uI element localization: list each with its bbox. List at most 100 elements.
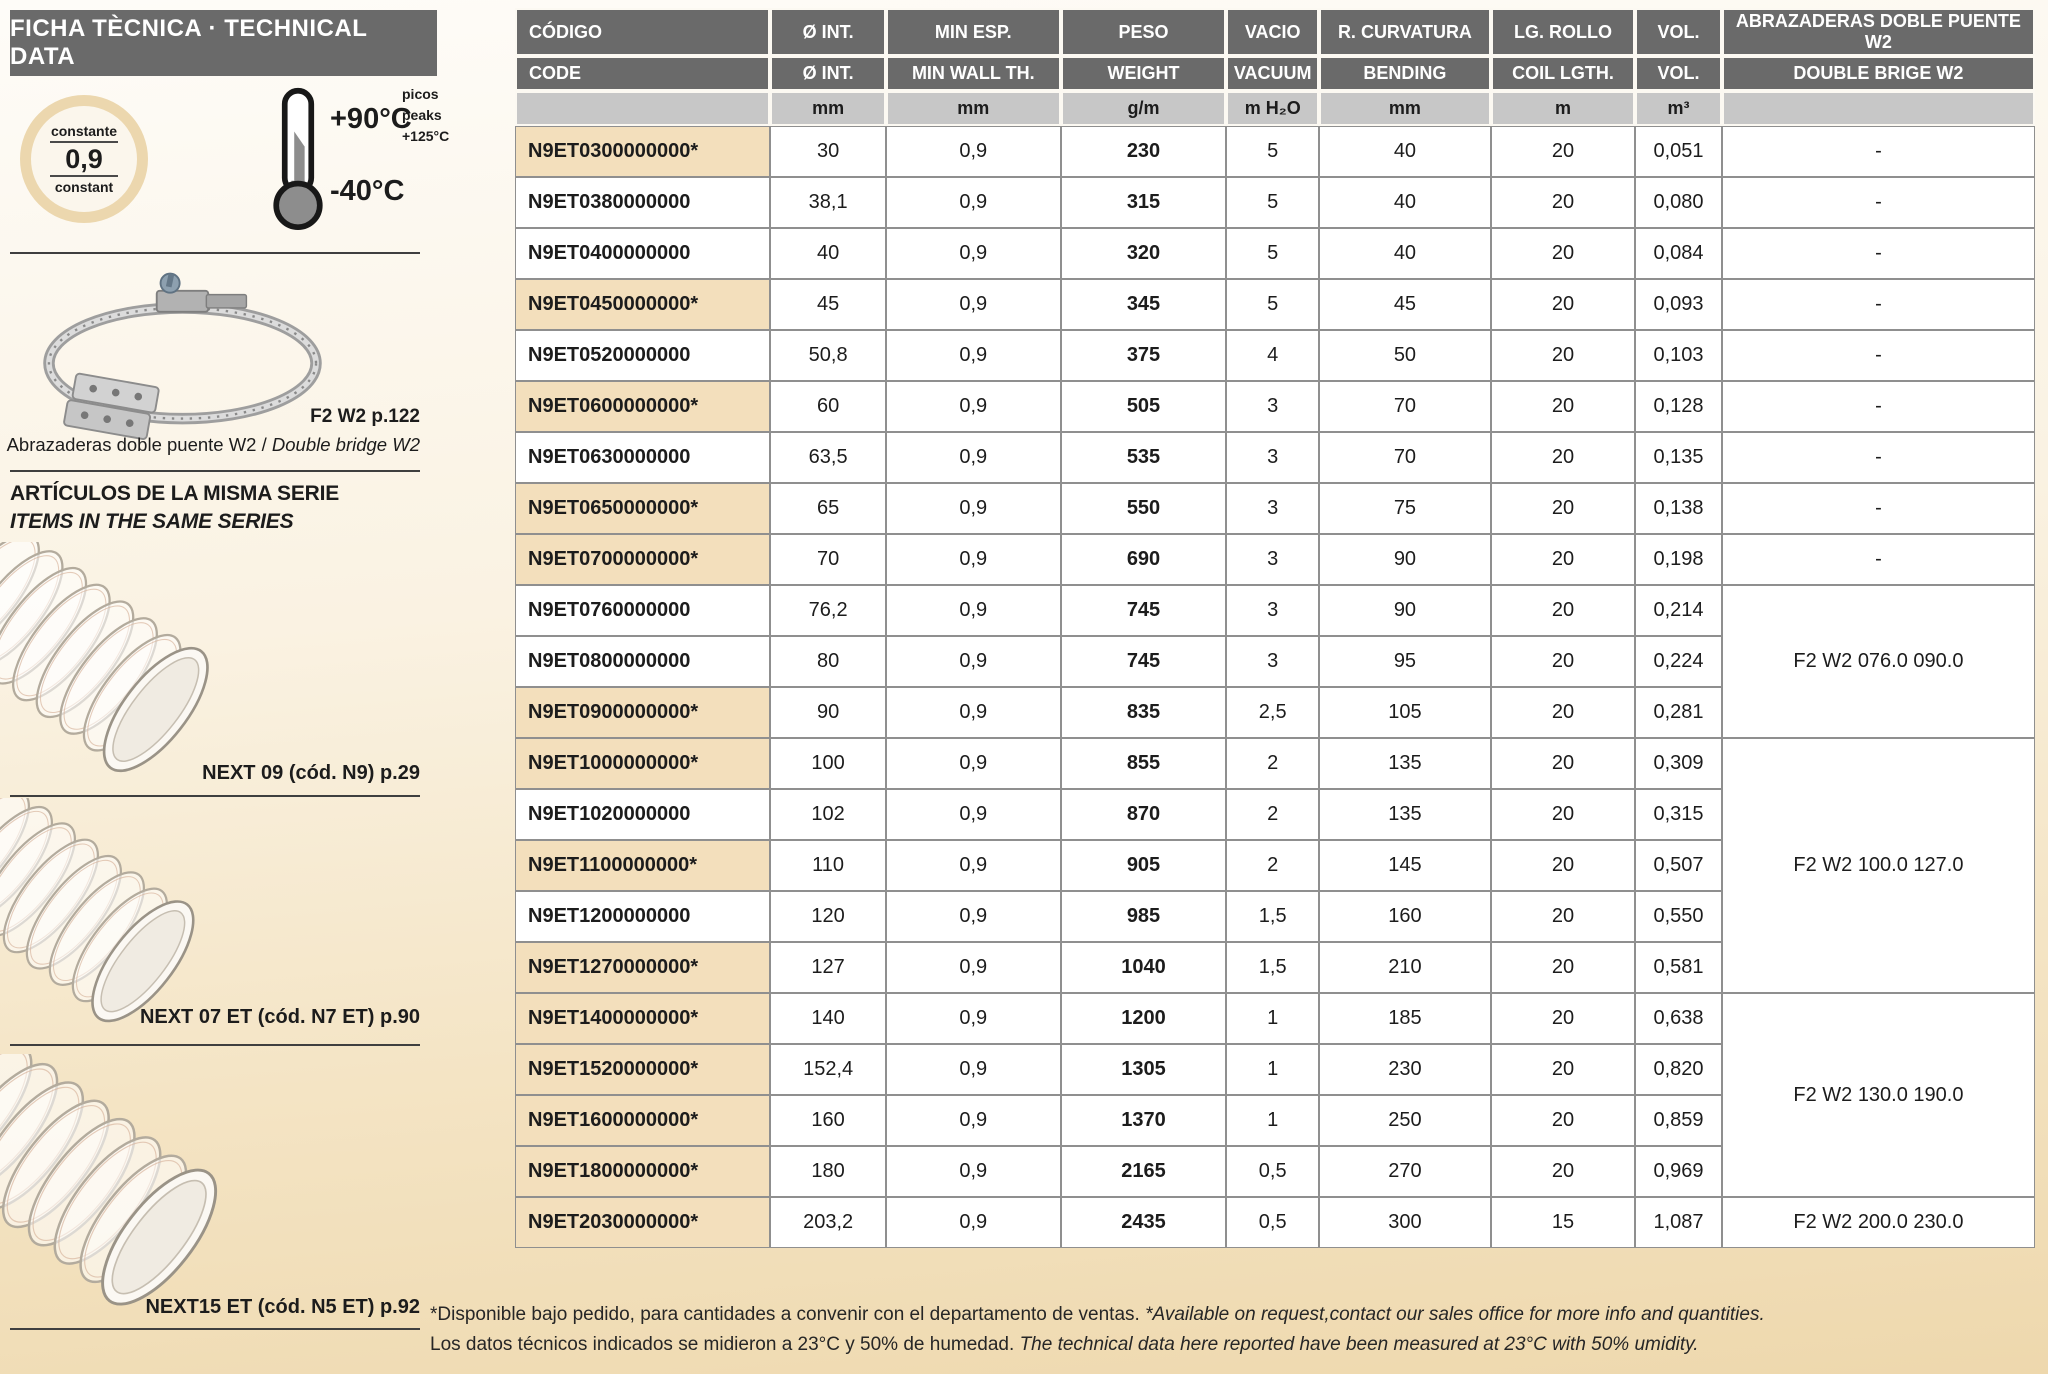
cell-inner-diameter: 120 — [770, 891, 886, 942]
cell-code: N9ET1600000000* — [515, 1095, 771, 1146]
cell-bending-radius: 45 — [1319, 279, 1491, 330]
badge-label-en: constant — [54, 179, 114, 195]
cell-coil-length: 20 — [1490, 789, 1636, 840]
peaks-label-en: peaks — [402, 107, 442, 123]
cell-vacuum: 0,5 — [1226, 1197, 1320, 1248]
cell-vacuum: 3 — [1226, 636, 1320, 687]
cell-min-wall: 0,9 — [885, 636, 1061, 687]
divider — [10, 470, 420, 472]
cell-vacuum: 2 — [1226, 840, 1320, 891]
cell-clamp-ref: - — [1721, 228, 2035, 279]
cell-inner-diameter: 160 — [770, 1095, 886, 1146]
page-title: FICHA TÈCNICA · TECHNICAL DATA — [10, 10, 437, 76]
cell-min-wall: 0,9 — [885, 1146, 1061, 1197]
column-header: Ø INT. — [770, 56, 886, 91]
cell-code: N9ET0800000000 — [515, 636, 771, 687]
cell-coil-length: 20 — [1490, 891, 1636, 942]
table-row: N9ET0900000000* 90 0,9 835 2,5 105 20 0,281 — [515, 687, 2035, 738]
cell-coil-length: 20 — [1490, 585, 1636, 636]
cell-vacuum: 1,5 — [1226, 891, 1320, 942]
cell-coil-length: 20 — [1490, 1095, 1636, 1146]
cell-volume: 1,087 — [1635, 1197, 1722, 1248]
temperature-max: +90°C — [330, 103, 412, 135]
cell-weight: 745 — [1060, 585, 1227, 636]
cell-code: N9ET0700000000* — [515, 534, 771, 585]
cell-volume: 0,093 — [1635, 279, 1722, 330]
table-row: N9ET0380000000 38,1 0,9 315 5 40 20 0,080- — [515, 177, 2035, 228]
cell-weight: 870 — [1060, 789, 1227, 840]
cell-vacuum: 1 — [1226, 993, 1320, 1044]
cell-bending-radius: 230 — [1319, 1044, 1491, 1095]
cell-clamp-ref: - — [1721, 330, 2035, 381]
cell-code: N9ET0600000000* — [515, 381, 771, 432]
cell-inner-diameter: 90 — [770, 687, 886, 738]
cell-clamp-ref: - — [1721, 534, 2035, 585]
column-header: LG. ROLLO — [1490, 8, 1636, 56]
cell-weight: 905 — [1060, 840, 1227, 891]
cell-bending-radius: 135 — [1319, 738, 1491, 789]
cell-bending-radius: 210 — [1319, 942, 1491, 993]
cell-coil-length: 20 — [1490, 177, 1636, 228]
cell-code: N9ET1520000000* — [515, 1044, 771, 1095]
cell-volume: 0,080 — [1635, 177, 1722, 228]
footnote-conditions: Los datos técnicos indicados se midieron… — [430, 1330, 1765, 1360]
cell-min-wall: 0,9 — [885, 1197, 1061, 1248]
table-row: N9ET1020000000 102 0,9 870 2 135 20 0,315 — [515, 789, 2035, 840]
cell-min-wall: 0,9 — [885, 534, 1061, 585]
badge-label-es: constante — [50, 123, 118, 139]
cell-bending-radius: 40 — [1319, 177, 1491, 228]
cell-volume: 0,550 — [1635, 891, 1722, 942]
cell-weight: 2435 — [1060, 1197, 1227, 1248]
cell-vacuum: 3 — [1226, 534, 1320, 585]
column-header: ABRAZADERAS DOBLE PUENTE W2 — [1721, 8, 2035, 56]
cell-weight: 320 — [1060, 228, 1227, 279]
column-header: Ø INT. — [770, 8, 886, 56]
table-row: N9ET0600000000* 60 0,9 505 3 70 20 0,128- — [515, 381, 2035, 432]
table-row: N9ET1800000000* 180 0,9 2165 0,5 270 20 0,969 — [515, 1146, 2035, 1197]
footnote-availability-en: *Available on request,contact our sales … — [1145, 1304, 1765, 1325]
column-unit: m³ — [1635, 91, 1722, 126]
cell-vacuum: 5 — [1226, 177, 1320, 228]
cell-min-wall: 0,9 — [885, 1095, 1061, 1146]
cell-bending-radius: 90 — [1319, 585, 1491, 636]
column-header: WEIGHT — [1060, 56, 1227, 91]
cell-bending-radius: 105 — [1319, 687, 1491, 738]
cell-min-wall: 0,9 — [885, 840, 1061, 891]
cell-vacuum: 1 — [1226, 1044, 1320, 1095]
cell-bending-radius: 75 — [1319, 483, 1491, 534]
cell-inner-diameter: 38,1 — [770, 177, 886, 228]
cell-inner-diameter: 70 — [770, 534, 886, 585]
cell-vacuum: 2,5 — [1226, 687, 1320, 738]
cell-bending-radius: 70 — [1319, 432, 1491, 483]
cell-clamp-ref: - — [1721, 381, 2035, 432]
cell-coil-length: 20 — [1490, 228, 1636, 279]
column-header: VOL. — [1635, 56, 1722, 91]
cell-min-wall: 0,9 — [885, 381, 1061, 432]
cell-min-wall: 0,9 — [885, 891, 1061, 942]
cell-bending-radius: 40 — [1319, 228, 1491, 279]
cell-weight: 315 — [1060, 177, 1227, 228]
cell-clamp-ref: - — [1721, 126, 2035, 177]
cell-coil-length: 20 — [1490, 942, 1636, 993]
footnote-availability-es: *Disponible bajo pedido, para cantidades… — [430, 1304, 1146, 1325]
cell-inner-diameter: 65 — [770, 483, 886, 534]
cell-weight: 550 — [1060, 483, 1227, 534]
cell-volume: 0,820 — [1635, 1044, 1722, 1095]
cell-bending-radius: 95 — [1319, 636, 1491, 687]
column-unit: g/m — [1060, 91, 1227, 126]
cell-clamp-ref: - — [1721, 483, 2035, 534]
clamp-image — [43, 272, 322, 440]
table-row: N9ET0700000000* 70 0,9 690 3 90 20 0,198- — [515, 534, 2035, 585]
cell-clamp-ref: F2 W2 130.0 190.0 — [1721, 993, 2035, 1197]
cell-bending-radius: 90 — [1319, 534, 1491, 585]
column-header: BENDING — [1319, 56, 1491, 91]
cell-code: N9ET0900000000* — [515, 687, 771, 738]
cell-inner-diameter: 180 — [770, 1146, 886, 1197]
column-unit: mm — [770, 91, 886, 126]
cell-inner-diameter: 30 — [770, 126, 886, 177]
table-row: N9ET0400000000 40 0,9 320 5 40 20 0,084- — [515, 228, 2035, 279]
clamp-caption: Abrazaderas doble puente W2 / Double bri… — [0, 434, 420, 456]
cell-weight: 375 — [1060, 330, 1227, 381]
cell-coil-length: 20 — [1490, 279, 1636, 330]
series-item-next07et: NEXT 07 ET (cód. N7 ET) p.90 — [139, 1006, 420, 1028]
